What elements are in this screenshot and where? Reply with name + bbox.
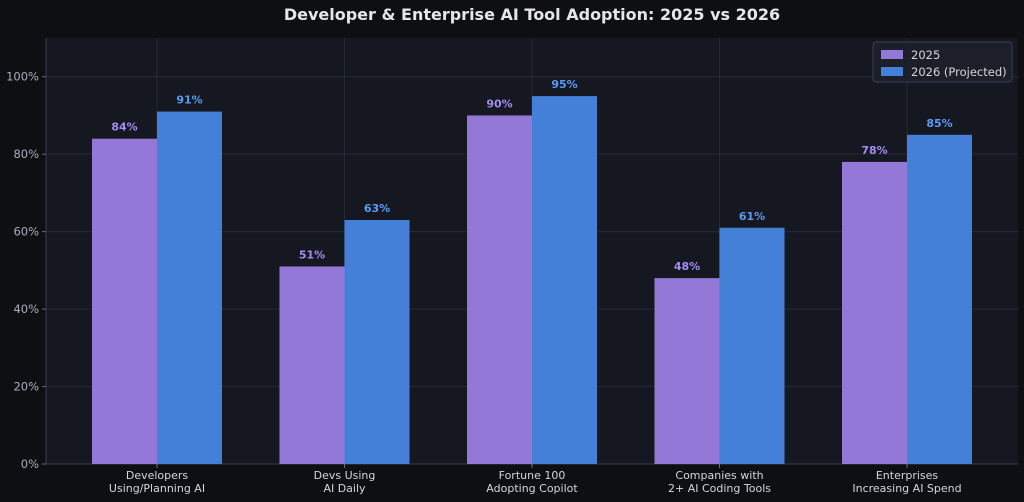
legend-label: 2025: [911, 48, 940, 62]
bar-s2-1: [344, 220, 410, 464]
legend: 2025 2026 (Projected): [872, 41, 1013, 83]
x-tick-label: Enterprises Increasing AI Spend: [852, 469, 961, 495]
y-tick-label: 0%: [21, 457, 39, 471]
bar-s1-3: [654, 278, 720, 464]
bar-s2-4: [907, 134, 972, 464]
bar-s1-2: [467, 115, 532, 465]
x-tick-label: Companies with 2+ AI Coding Tools: [668, 469, 771, 495]
data-label: 85%: [926, 117, 952, 130]
chart-title: Developer & Enterprise AI Tool Adoption:…: [284, 5, 780, 24]
bar-s2-0: [157, 111, 222, 464]
data-label: 61%: [739, 210, 765, 223]
data-label: 48%: [674, 260, 700, 273]
bar-s2-2: [532, 96, 597, 464]
value-labels: 84% 51% 90% 48% 78% 91% 63% 95% 61% 85%: [111, 78, 952, 273]
legend-label: 2026 (Projected): [911, 65, 1007, 79]
legend-swatch: [881, 50, 903, 59]
legend-swatch: [881, 67, 903, 76]
data-label: 84%: [111, 121, 137, 134]
data-label: 91%: [176, 94, 202, 107]
x-tick-label: Fortune 100 Adopting Copilot: [486, 469, 578, 495]
bar-s1-0: [92, 138, 157, 464]
y-tick-label: 80%: [13, 147, 39, 161]
y-tick-label: 60%: [13, 225, 39, 239]
bar-s2-3: [719, 227, 785, 464]
x-tick-label: Developers Using/Planning AI: [109, 469, 205, 495]
y-tick-label: 100%: [6, 70, 39, 84]
data-label: 63%: [364, 202, 390, 215]
x-tick-label: Devs Using AI Daily: [314, 469, 376, 495]
data-label: 90%: [486, 97, 512, 110]
data-label: 78%: [861, 144, 887, 157]
data-label: 95%: [551, 78, 577, 91]
data-label: 51%: [299, 248, 325, 261]
legend-box: [872, 41, 1013, 83]
y-tick-label: 40%: [13, 302, 39, 316]
bar-s1-4: [842, 161, 907, 464]
tick-labels: 0% 20% 40% 60% 80% 100% Developers Using/Planni…: [6, 70, 962, 495]
bars: [92, 96, 972, 465]
y-tick-label: 20%: [13, 380, 39, 394]
bar-s1-1: [279, 266, 345, 464]
